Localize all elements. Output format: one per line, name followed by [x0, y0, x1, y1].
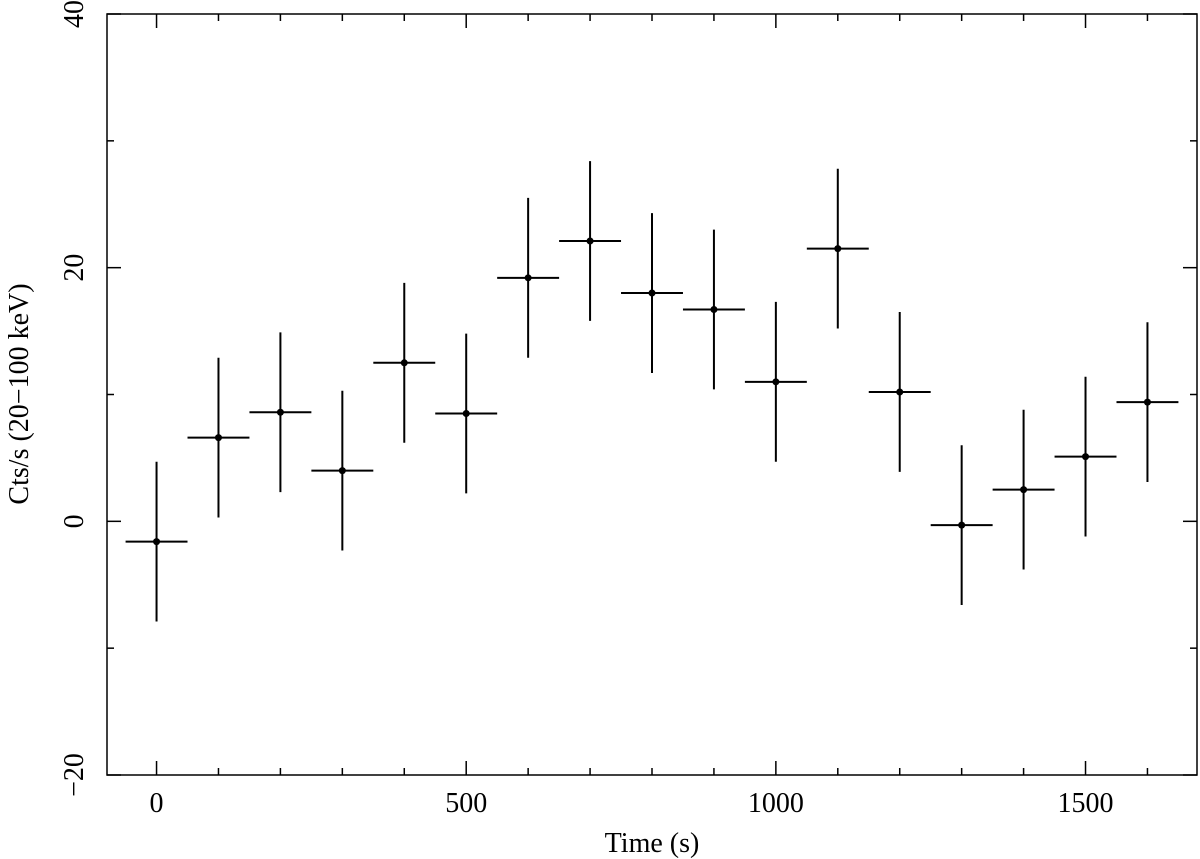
data-point — [373, 282, 436, 443]
data-point — [930, 445, 993, 606]
y-tick-label: 40 — [59, 0, 90, 28]
y-axis-label: Cts/s (20−100 keV) — [4, 283, 35, 504]
plot-frame — [106, 13, 1198, 776]
point-marker — [338, 467, 346, 475]
data-points — [125, 161, 1179, 622]
point-marker — [153, 538, 161, 546]
point-marker — [958, 521, 966, 529]
y-axis-ticks: −20 0 20 40 — [59, 0, 1197, 797]
data-point — [497, 197, 560, 358]
data-point — [992, 409, 1055, 570]
point-marker — [896, 388, 904, 396]
y-tick-label: −20 — [59, 753, 90, 797]
data-point — [435, 333, 498, 494]
data-point — [125, 461, 188, 622]
x-tick-label: 500 — [445, 788, 487, 819]
data-point — [806, 168, 869, 329]
data-point — [1116, 322, 1179, 483]
point-marker — [524, 274, 532, 282]
point-marker — [648, 289, 656, 297]
point-marker — [400, 359, 408, 367]
data-point — [621, 213, 683, 373]
point-marker — [276, 408, 284, 416]
data-point — [868, 312, 931, 472]
data-point — [744, 301, 807, 462]
data-point — [559, 161, 622, 321]
point-marker — [462, 410, 470, 418]
y-tick-label: 0 — [59, 514, 90, 528]
x-tick-label: 1000 — [748, 788, 804, 819]
point-marker — [1020, 486, 1028, 494]
x-axis-ticks: 0 500 1000 1500 — [150, 14, 1149, 819]
data-point — [1054, 376, 1117, 537]
data-point — [682, 229, 745, 390]
y-tick-label: 20 — [59, 254, 90, 282]
point-marker — [710, 306, 718, 314]
data-point — [249, 332, 312, 493]
data-point — [311, 390, 374, 551]
x-tick-label: 1500 — [1058, 788, 1114, 819]
point-marker — [1143, 398, 1151, 406]
data-point — [187, 357, 250, 518]
x-axis-label: Time (s) — [605, 828, 700, 859]
point-marker — [834, 245, 842, 253]
point-marker — [586, 237, 594, 245]
point-marker — [772, 378, 780, 386]
point-marker — [214, 434, 222, 442]
point-marker — [1082, 453, 1090, 461]
x-tick-label: 0 — [150, 788, 164, 819]
